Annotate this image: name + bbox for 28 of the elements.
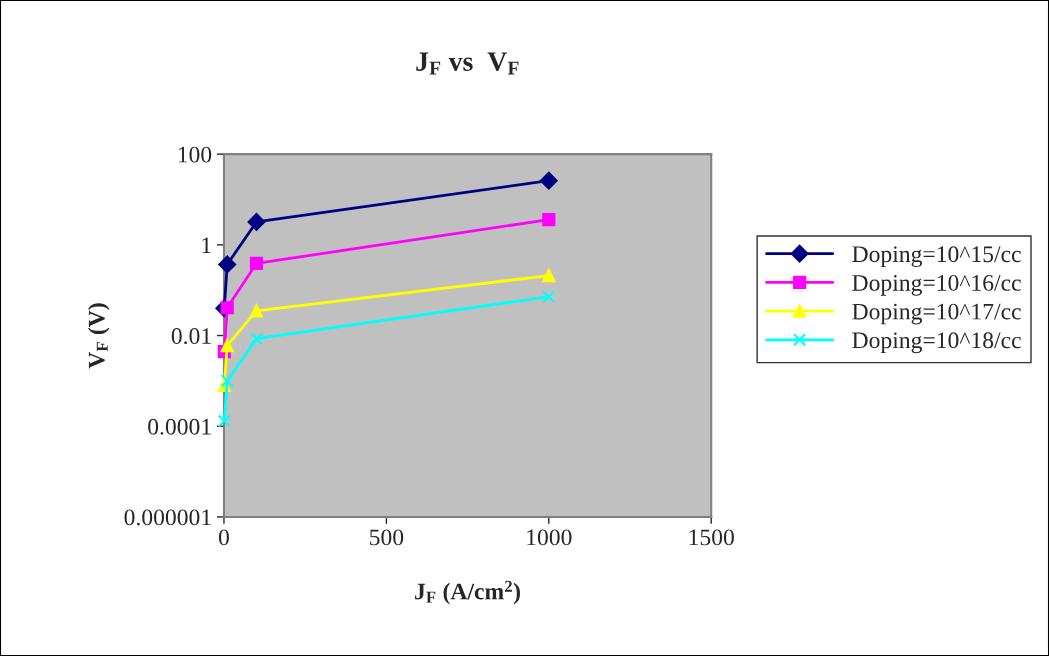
x-axis-title: J$_{F}$ (A/cm$^{2}$) — [415, 580, 520, 605]
point — [542, 268, 556, 283]
point — [217, 414, 231, 428]
point — [542, 290, 556, 304]
y-tick-label: 0.01 — [171, 328, 211, 345]
legend-label: Doping=10^16/cc — [852, 274, 1021, 296]
y-tick-label: 100 — [178, 146, 212, 163]
y-tick-label: 1 — [202, 237, 211, 254]
point — [220, 339, 234, 353]
point — [220, 374, 234, 388]
chart-title: J$_{F}$ vs V$_{F}$ — [416, 52, 519, 75]
point — [539, 171, 558, 190]
y-tick-label: 0.000001 — [124, 509, 211, 526]
legend-label: Doping=10^15/cc — [852, 246, 1021, 268]
point — [249, 256, 264, 270]
x-tick-label: 0 — [218, 529, 229, 546]
x-tick-label: 1000 — [527, 529, 572, 546]
point — [218, 255, 237, 274]
legend-label: Doping=10^17/cc — [852, 303, 1021, 325]
legend-label: Doping=10^18/cc — [852, 332, 1021, 354]
y-axis-title: V$_{F}$ (V) — [88, 303, 110, 369]
x-tick-label: 500 — [370, 529, 404, 546]
y-tick-label: 0.0001 — [148, 418, 211, 435]
point — [247, 213, 266, 231]
point — [542, 213, 556, 227]
point — [249, 332, 264, 346]
point — [249, 304, 264, 318]
x-tick-label: 1500 — [689, 529, 734, 546]
